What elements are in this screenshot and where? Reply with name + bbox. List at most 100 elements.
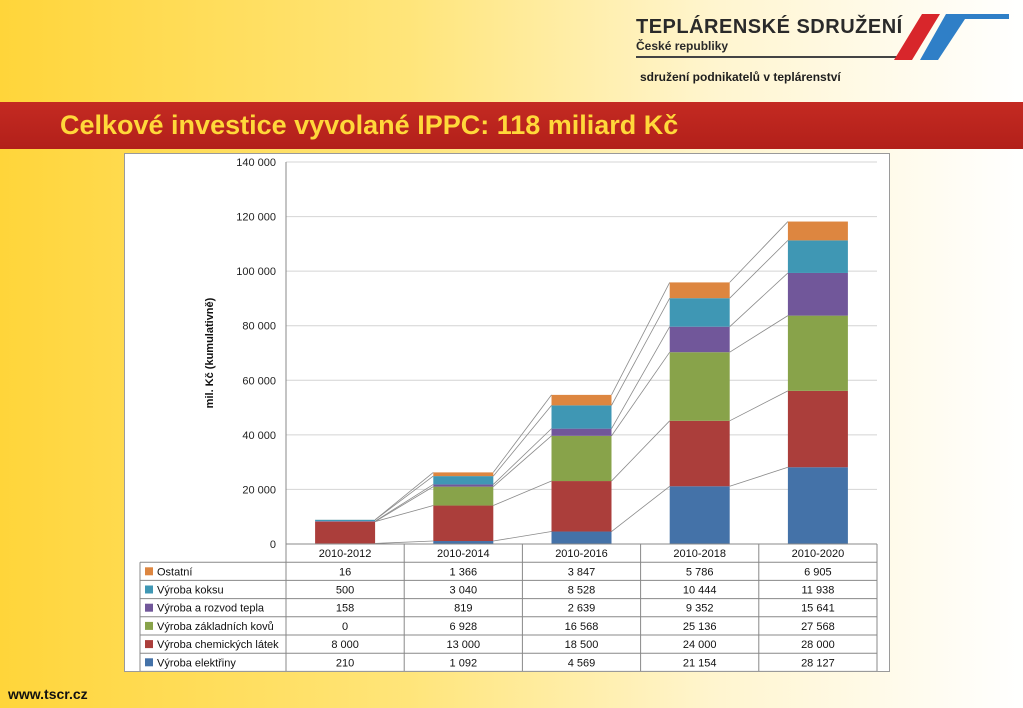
chart-container: 0 20 000 40 000 60 000 80 000 100 000 120 000 1… [124, 153, 890, 672]
x-tick-label: 2010-2018 [673, 548, 726, 560]
legend-entry: Ostatní [157, 566, 192, 578]
data-label: 9 352 [686, 603, 714, 615]
data-label: 8 528 [568, 585, 596, 597]
legend-entry: Výroba koksu [157, 585, 224, 597]
series-line [729, 240, 789, 299]
bar-segment [433, 476, 494, 485]
legend-swatch [145, 640, 153, 649]
series-line [611, 420, 670, 482]
data-label: 16 568 [565, 621, 599, 633]
data-label: 28 000 [801, 639, 835, 651]
data-label: 28 127 [801, 657, 835, 669]
bar-segment [551, 481, 612, 532]
bar-segment [433, 505, 494, 542]
data-label: 1 092 [450, 657, 478, 669]
data-label: 18 500 [565, 639, 599, 651]
data-label: 819 [454, 603, 472, 615]
series-line [611, 485, 670, 532]
series-line [493, 435, 552, 487]
y-tick-label: 40 000 [242, 430, 276, 442]
series-line [375, 540, 434, 544]
logo: TEPLÁRENSKÉ SDRUŽENÍ České republiky sdr… [632, 14, 1012, 89]
bar-segment [315, 521, 376, 544]
bar-segment [433, 541, 494, 544]
x-tick-label: 2010-2020 [792, 548, 845, 560]
legend-swatch [145, 658, 153, 667]
data-label: 500 [336, 585, 354, 597]
logo-subtitle: České republiky [636, 39, 729, 53]
y-tick-label: 20 000 [242, 484, 276, 496]
legend-entry: Výroba elektřiny [157, 657, 236, 669]
y-tick-label: 120 000 [236, 212, 276, 224]
logo-title: TEPLÁRENSKÉ SDRUŽENÍ [636, 16, 903, 38]
bar-segment [787, 315, 848, 391]
y-tick-label: 60 000 [242, 375, 276, 387]
series-line [729, 315, 789, 353]
data-label: 3 847 [568, 566, 596, 578]
data-label: 25 136 [683, 621, 717, 633]
data-label: 21 154 [683, 657, 717, 669]
series-line [374, 475, 434, 521]
data-label: 8 000 [331, 639, 359, 651]
series-line [374, 472, 434, 521]
bar-segment [551, 428, 612, 436]
data-label: 6 928 [450, 621, 478, 633]
x-tick-label: 2010-2014 [437, 548, 490, 560]
bar-segment [669, 420, 730, 487]
series-line [611, 351, 671, 437]
data-label: 15 641 [801, 603, 835, 615]
series-line [374, 505, 434, 522]
bar-segment [433, 486, 494, 506]
y-tick-label: 140 000 [236, 157, 276, 169]
series-line [611, 298, 671, 406]
data-label: 6 905 [804, 566, 832, 578]
bar-segment [551, 531, 612, 544]
series-line [611, 326, 671, 429]
data-label: 1 366 [450, 566, 478, 578]
bar-segment [669, 282, 730, 299]
data-label: 2 639 [568, 603, 596, 615]
stacked-bar-chart: 0 20 000 40 000 60 000 80 000 100 000 120 000 1… [139, 157, 878, 672]
bar-segment [669, 298, 730, 327]
legend-swatch [145, 585, 153, 594]
data-label: 3 040 [450, 585, 478, 597]
series-line [729, 466, 789, 487]
legend-entry: Výroba a rozvod tepla [157, 603, 265, 615]
bar-segment [787, 221, 848, 241]
bar-segment [787, 272, 848, 316]
bar-segment [551, 405, 612, 429]
logo-stripes-icon [894, 14, 1009, 60]
series-line [493, 531, 552, 542]
bar-segment [551, 435, 612, 482]
bar-segment [315, 519, 376, 522]
bar-segment [787, 240, 848, 273]
series-line [611, 282, 671, 396]
legend-swatch [145, 567, 153, 576]
data-label: 16 [339, 566, 351, 578]
data-label: 5 786 [686, 566, 714, 578]
bar-segment [787, 467, 848, 544]
series-line [729, 272, 789, 327]
legend-entry: Výroba základních kovů [157, 621, 274, 633]
series-line [493, 480, 552, 506]
series-line [374, 486, 434, 522]
series-line [374, 484, 434, 522]
series-line [492, 405, 552, 477]
y-tick-label: 80 000 [242, 321, 276, 333]
data-label: 158 [336, 603, 354, 615]
logo-rule [636, 56, 906, 58]
data-label: 13 000 [446, 639, 480, 651]
y-axis-label: mil. Kč (kumulativně) [204, 297, 216, 408]
data-label: 11 938 [801, 585, 834, 597]
slide-title: Celkové investice vyvolané IPPC: 118 mil… [60, 110, 679, 140]
series-line [492, 394, 552, 473]
footer-url[interactable]: www.tscr.cz [8, 686, 88, 702]
data-label: 4 569 [568, 657, 596, 669]
tagline: sdružení podnikatelů v teplárenství [640, 70, 841, 84]
legend-swatch [145, 603, 153, 612]
data-label: 10 444 [683, 585, 717, 597]
title-banner: Celkové investice vyvolané IPPC: 118 mil… [0, 102, 1023, 149]
bar-segment [787, 390, 848, 468]
bar-segment [669, 326, 730, 353]
bar-segment [433, 472, 494, 477]
